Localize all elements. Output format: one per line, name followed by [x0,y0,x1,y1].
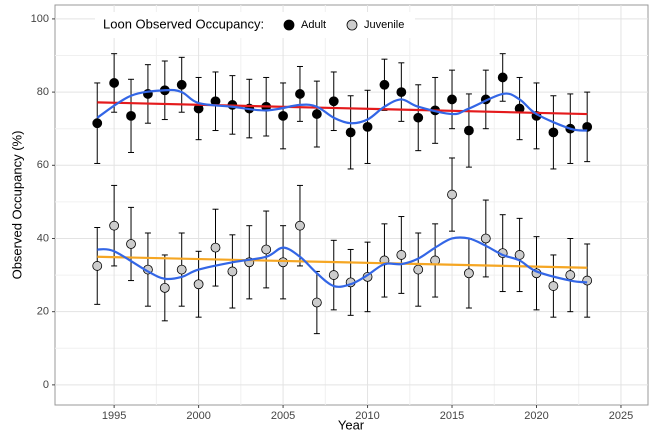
y-tick-label: 0 [43,379,49,391]
point [447,94,457,105]
point [109,78,120,88]
x-tick-label: 2000 [186,410,210,422]
point [328,270,339,280]
point [447,189,457,200]
fit-line [97,236,588,288]
point [548,127,559,138]
point [497,72,508,83]
point [548,281,559,291]
y-axis-label: Observed Occupancy (%) [9,131,24,280]
legend-marker [346,19,358,31]
point [109,220,120,231]
point [278,110,288,121]
y-tick-label: 40 [37,232,49,244]
y-tick-label: 80 [37,86,49,98]
point [480,233,491,244]
legend-box [95,12,415,38]
point [92,118,103,129]
point [464,268,474,279]
point [311,297,322,308]
panel [54,4,649,406]
legend-title: Loon Observed Occupancy: [103,16,264,31]
point [227,266,238,277]
point [295,89,305,99]
point [582,275,593,286]
point [278,257,288,268]
y-tick-label: 20 [37,306,49,318]
legend-marker [283,19,295,31]
point [210,242,221,253]
point [362,121,373,132]
point [413,112,424,123]
x-tick-label: 2010 [355,410,379,422]
point [126,239,136,249]
x-tick-label: 2005 [271,410,295,422]
x-tick-label: 2025 [609,410,633,422]
point [126,110,136,121]
point [295,220,305,231]
point [582,121,593,132]
point [193,279,204,290]
point [311,109,322,119]
point [176,79,187,90]
point [92,261,103,271]
point [328,96,339,107]
point [464,125,474,136]
point [261,244,272,255]
x-tick-label: 1995 [102,410,126,422]
legend-label: Juvenile [364,19,404,31]
point [396,87,407,97]
point [565,270,576,280]
point [379,79,390,90]
fit-line [96,88,588,132]
point [345,127,356,138]
x-tick-label: 2020 [524,410,548,422]
legend-label: Adult [301,19,326,31]
point [176,264,187,275]
point [396,250,407,260]
fit-line [97,101,588,116]
y-tick-label: 60 [37,159,49,171]
point [413,264,424,275]
x-axis-label: Year [338,417,365,432]
fit-line [97,255,588,269]
point [159,282,170,293]
x-tick-label: 2015 [440,410,464,422]
y-tick-label: 100 [31,13,49,25]
